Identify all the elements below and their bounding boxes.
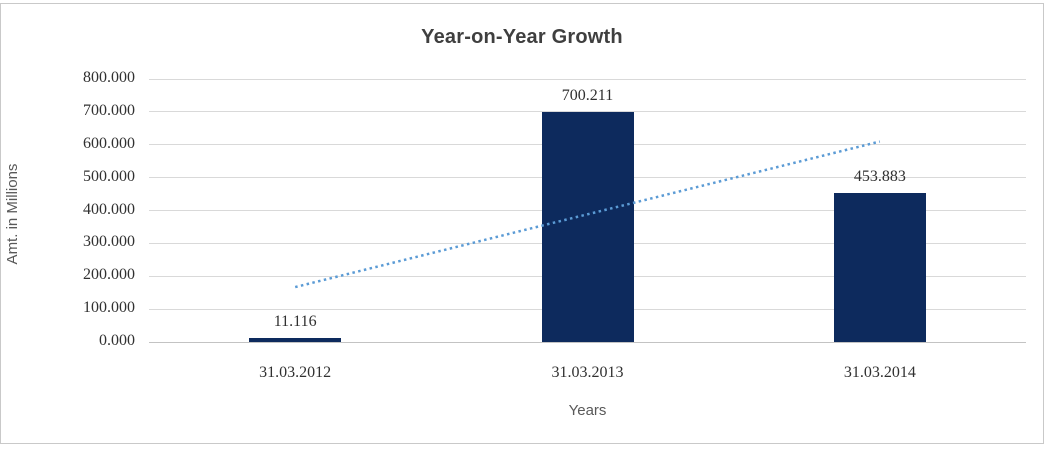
bar-value-label: 11.116 [273,313,317,331]
chart-title: Year-on-Year Growth [421,26,623,48]
y-tick-label: 500.000 [83,167,135,185]
y-tick-label: 800.000 [83,69,135,86]
category-label: 31.03.2014 [843,364,916,381]
y-tick-label: 100.000 [83,299,135,317]
bar [249,338,342,342]
y-tick-label: 600.000 [83,134,135,152]
bar-value-label: 700.211 [561,86,614,104]
y-tick-label: 400.000 [83,200,135,218]
y-tick-label: 200.000 [83,266,135,284]
x-axis-line [149,341,1026,343]
x-axis-title: Years [568,402,607,419]
category-label: 31.03.2013 [551,364,624,381]
y-tick-label: 700.000 [83,101,135,119]
gridline [149,78,1026,80]
category-label: 31.03.2012 [259,364,332,381]
bar-value-label: 453.883 [853,167,906,185]
bar [833,192,926,342]
bar [541,111,634,342]
y-tick-label: 0.000 [99,332,135,349]
y-axis-title: Amt. in Millions [4,163,21,265]
y-tick-label: 300.000 [83,233,135,251]
